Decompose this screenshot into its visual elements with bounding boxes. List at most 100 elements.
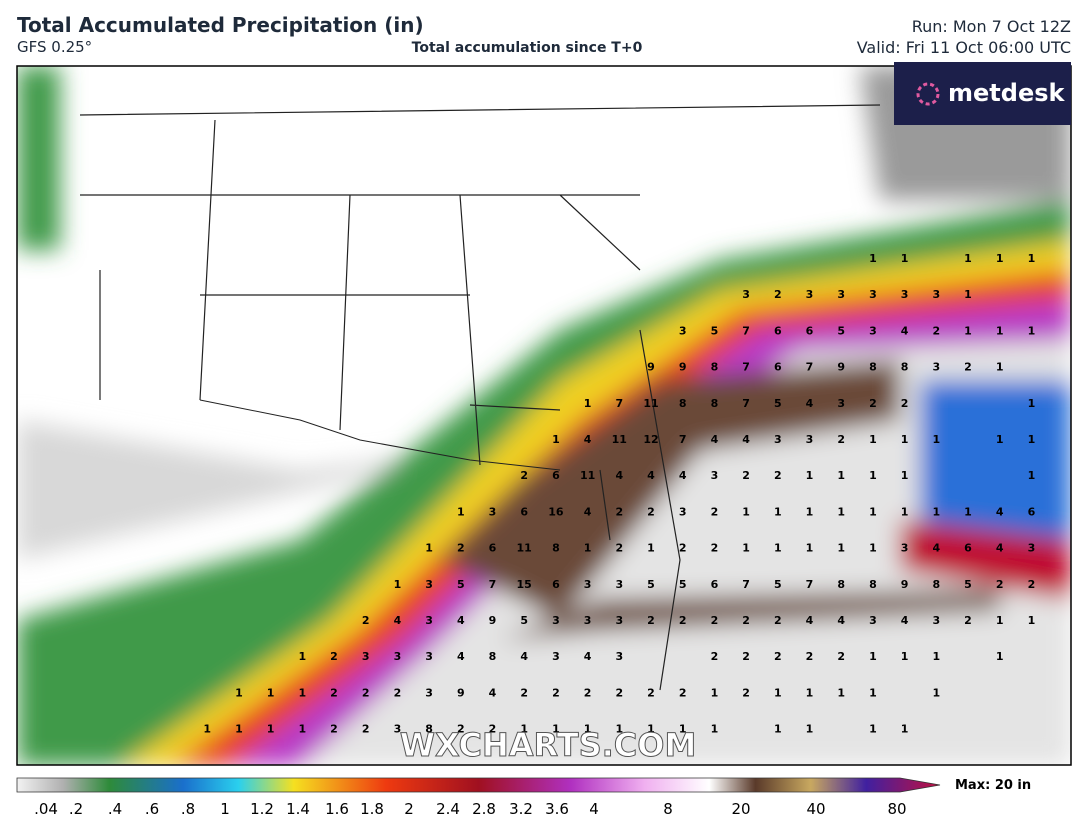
map-label: 9 xyxy=(647,361,655,374)
map-label: 4 xyxy=(711,433,719,446)
map-label: 2 xyxy=(584,686,592,699)
map-label: 1 xyxy=(806,469,814,482)
map-label: 3 xyxy=(394,650,402,663)
map-label: 2 xyxy=(901,397,909,410)
map-label: 2 xyxy=(520,469,528,482)
colorbar-label: 3.6 xyxy=(545,800,569,818)
map-label: 1 xyxy=(647,542,655,555)
map-label: 9 xyxy=(679,361,687,374)
map-label: 6 xyxy=(552,578,560,591)
map-label: 6 xyxy=(774,361,782,374)
map-label: 1 xyxy=(584,723,592,736)
map-label: 9 xyxy=(489,614,497,627)
map-label: 2 xyxy=(679,614,687,627)
colorbar-label: .2 xyxy=(69,800,83,818)
colorbar-label: 1 xyxy=(220,800,230,818)
map-label: 2 xyxy=(774,288,782,301)
map-label: 2 xyxy=(520,686,528,699)
colorbar-label: 2.4 xyxy=(436,800,460,818)
map-label: 2 xyxy=(457,542,465,555)
map-label: 7 xyxy=(679,433,687,446)
map-label: 1 xyxy=(932,433,940,446)
map-label: 1 xyxy=(235,723,243,736)
map-label: 3 xyxy=(615,650,623,663)
map-label: 2 xyxy=(837,650,845,663)
map-label: 1 xyxy=(520,723,528,736)
map-label: 8 xyxy=(869,578,877,591)
model: GFS 0.25° xyxy=(17,38,92,56)
map-label: 1 xyxy=(806,723,814,736)
map-label: 1 xyxy=(932,650,940,663)
map-label: 4 xyxy=(520,650,528,663)
map-label: 2 xyxy=(647,614,655,627)
map-label: 1 xyxy=(774,542,782,555)
map-label: 1 xyxy=(1028,397,1036,410)
colorbar xyxy=(16,777,941,793)
subtitle: Total accumulation since T+0 xyxy=(412,40,643,56)
map-label: 3 xyxy=(711,469,719,482)
colorbar-label: 40 xyxy=(806,800,825,818)
map-label: 1 xyxy=(996,324,1004,337)
map-label: 1 xyxy=(964,252,972,265)
map-label: 1 xyxy=(837,469,845,482)
map-label: 1 xyxy=(901,469,909,482)
map-label: 4 xyxy=(837,614,845,627)
map-label: 11 xyxy=(517,542,532,555)
map-label: 3 xyxy=(615,578,623,591)
map-label: 2 xyxy=(679,686,687,699)
map-label: 1 xyxy=(869,505,877,518)
map-label: 1 xyxy=(806,542,814,555)
map-label: 1 xyxy=(1028,614,1036,627)
map-label: 1 xyxy=(584,542,592,555)
colorbar-label: 1.6 xyxy=(325,800,349,818)
map-label: 1 xyxy=(869,433,877,446)
map-label: 1 xyxy=(996,433,1004,446)
map-label: 2 xyxy=(774,650,782,663)
map-label: 2 xyxy=(932,324,940,337)
map-label: 1 xyxy=(869,252,877,265)
logo-icon xyxy=(916,82,940,106)
map-label: 2 xyxy=(742,650,750,663)
map-label: 1 xyxy=(869,686,877,699)
map-label: 4 xyxy=(647,469,655,482)
map-label: 1 xyxy=(711,686,719,699)
map-label: 4 xyxy=(996,505,1004,518)
map-label: 2 xyxy=(362,686,370,699)
map xyxy=(17,66,1071,765)
colorbar-label: 2 xyxy=(404,800,414,818)
map-label: 2 xyxy=(362,723,370,736)
map-label: 2 xyxy=(742,686,750,699)
map-label: 3 xyxy=(901,542,909,555)
map-label: 2 xyxy=(615,542,623,555)
map-label: 9 xyxy=(837,361,845,374)
map-label: 7 xyxy=(742,578,750,591)
map-label: 2 xyxy=(1028,578,1036,591)
map-label: 1 xyxy=(964,324,972,337)
map-label: 1 xyxy=(425,542,433,555)
map-label: 4 xyxy=(394,614,402,627)
map-label: 1 xyxy=(964,288,972,301)
map-label: 5 xyxy=(711,324,719,337)
logo-box xyxy=(894,62,1071,125)
map-label: 3 xyxy=(837,288,845,301)
map-label: 4 xyxy=(457,614,465,627)
map-label: 2 xyxy=(869,397,877,410)
map-label: 1 xyxy=(1028,469,1036,482)
map-label: 3 xyxy=(394,723,402,736)
map-label: 4 xyxy=(806,614,814,627)
map-label: 6 xyxy=(774,324,782,337)
map-label: 12 xyxy=(643,433,658,446)
map-label: 3 xyxy=(932,614,940,627)
map-label: 1 xyxy=(267,723,275,736)
map-label: 1 xyxy=(203,723,211,736)
map-label: 6 xyxy=(520,505,528,518)
map-label: 8 xyxy=(901,361,909,374)
map-label: 2 xyxy=(330,723,338,736)
map-label: 6 xyxy=(711,578,719,591)
map-label: 16 xyxy=(548,505,564,518)
colorbar-label: 80 xyxy=(887,800,906,818)
map-label: 1 xyxy=(837,505,845,518)
map-label: 1 xyxy=(584,397,592,410)
map-label: 1 xyxy=(996,614,1004,627)
map-label: 3 xyxy=(932,288,940,301)
